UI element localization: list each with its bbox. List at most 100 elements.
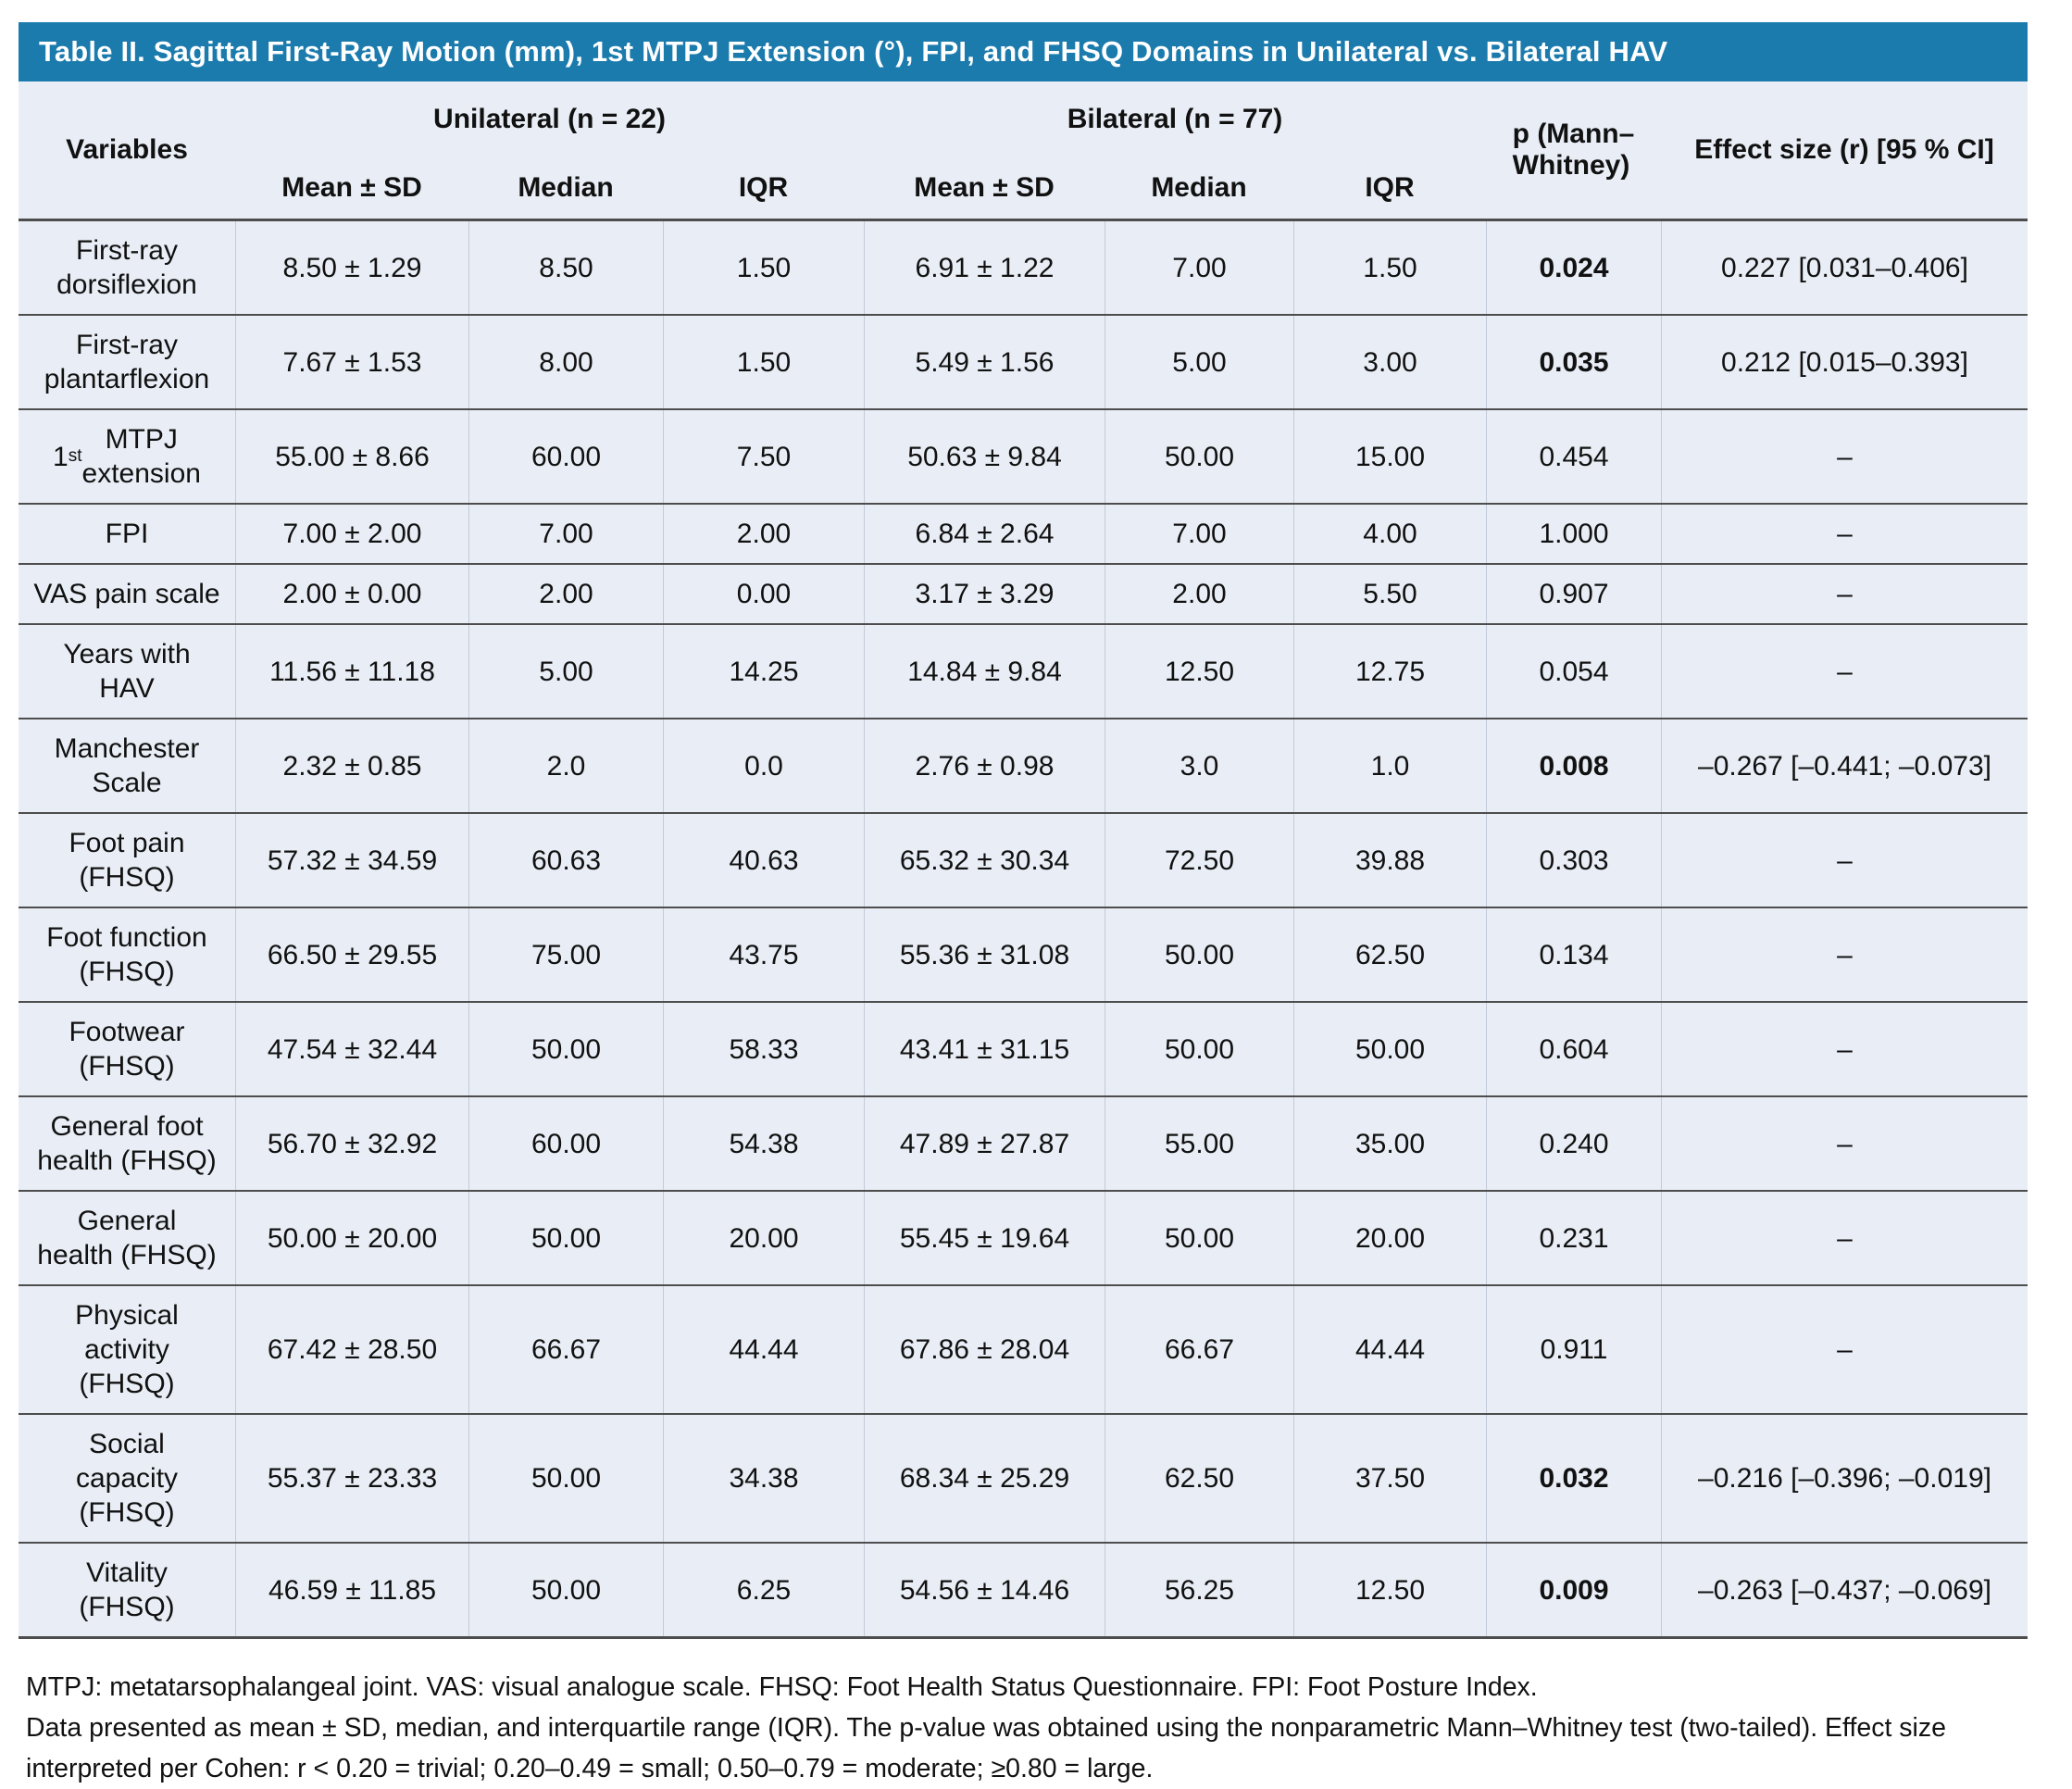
cell-bilateral-median: 66.67 [1105, 1286, 1293, 1413]
cell-variable: General foot health (FHSQ) [37, 1111, 217, 1176]
footnote-methods: Data presented as mean ± SD, median, and… [26, 1713, 1946, 1783]
cell-bilateral-mean-sd: 5.49 ± 1.56 [864, 316, 1105, 408]
cell-bilateral-iqr: 62.50 [1293, 908, 1486, 1001]
cell-bilateral-mean-sd: 67.86 ± 28.04 [864, 1286, 1105, 1413]
cell-unilateral-iqr: 1.50 [663, 221, 864, 314]
col-header-effect-size: Effect size (r) [95 % CI] [1694, 134, 1994, 165]
cell-p-value: 0.303 [1486, 814, 1661, 907]
cell-bilateral-mean-sd: 55.45 ± 19.64 [864, 1192, 1105, 1284]
cell-p-value: 0.134 [1486, 908, 1661, 1001]
col-group-bilateral: Bilateral (n = 77) [1067, 104, 1283, 134]
cell-p-value: 0.032 [1486, 1415, 1661, 1542]
cell-variable: Foot pain (FHSQ) [69, 828, 185, 893]
cell-variable: First-ray dorsiflexion [56, 235, 197, 300]
col-header-bi-mean-sd: Mean ± SD [914, 172, 1055, 203]
cell-bilateral-mean-sd: 68.34 ± 25.29 [864, 1415, 1105, 1542]
cell-bilateral-median: 55.00 [1105, 1097, 1293, 1190]
cell-bilateral-median: 5.00 [1105, 316, 1293, 408]
cell-unilateral-median: 50.00 [468, 1415, 663, 1542]
cell-unilateral-median: 60.63 [468, 814, 663, 907]
cell-bilateral-median: 62.50 [1105, 1415, 1293, 1542]
table-row: VAS pain scale 2.00 ± 0.00 2.00 0.00 3.1… [19, 565, 2028, 625]
table-row: Years with HAV 11.56 ± 11.18 5.00 14.25 … [19, 625, 2028, 719]
p-header-text: p (Mann– Whitney) [1512, 119, 1635, 181]
col-header-uni-mean-sd: Mean ± SD [281, 172, 422, 203]
cell-unilateral-iqr: 2.00 [663, 505, 864, 563]
cell-variable: Social capacity (FHSQ) [75, 1429, 179, 1528]
cell-bilateral-iqr: 12.50 [1293, 1544, 1486, 1636]
table-row: Vitality (FHSQ) 46.59 ± 11.85 50.00 6.25… [19, 1544, 2028, 1636]
cell-unilateral-median: 2.0 [468, 719, 663, 812]
cell-p-value: 0.024 [1486, 221, 1661, 314]
cell-bilateral-iqr: 3.00 [1293, 316, 1486, 408]
cell-variable: FPI [105, 519, 149, 549]
cell-unilateral-median: 8.50 [468, 221, 663, 314]
cell-unilateral-iqr: 44.44 [663, 1286, 864, 1413]
cell-unilateral-mean-sd: 56.70 ± 32.92 [235, 1097, 468, 1190]
cell-unilateral-mean-sd: 2.32 ± 0.85 [235, 719, 468, 812]
cell-variable: Years with HAV [63, 639, 191, 704]
cell-effect-size: –0.263 [–0.437; –0.069] [1661, 1544, 2028, 1636]
cell-bilateral-median: 7.00 [1105, 505, 1293, 563]
cell-p-value: 0.035 [1486, 316, 1661, 408]
col-header-variables: Variables [66, 134, 188, 165]
cell-unilateral-mean-sd: 50.00 ± 20.00 [235, 1192, 468, 1284]
cell-unilateral-mean-sd: 46.59 ± 11.85 [235, 1544, 468, 1636]
cell-bilateral-iqr: 4.00 [1293, 505, 1486, 563]
cell-unilateral-mean-sd: 2.00 ± 0.00 [235, 565, 468, 623]
cell-effect-size: 0.227 [0.031–0.406] [1661, 221, 2028, 314]
cell-unilateral-mean-sd: 55.37 ± 23.33 [235, 1415, 468, 1542]
cell-p-value: 0.454 [1486, 410, 1661, 503]
cell-unilateral-mean-sd: 47.54 ± 32.44 [235, 1003, 468, 1095]
cell-p-value: 0.240 [1486, 1097, 1661, 1190]
cell-bilateral-iqr: 1.0 [1293, 719, 1486, 812]
cell-p-value: 0.054 [1486, 625, 1661, 718]
table-row: FPI 7.00 ± 2.00 7.00 2.00 6.84 ± 2.64 7.… [19, 505, 2028, 565]
cell-variable: Footwear (FHSQ) [69, 1017, 185, 1082]
cell-unilateral-median: 66.67 [468, 1286, 663, 1413]
cell-effect-size: – [1661, 410, 2028, 503]
cell-variable: Physical activity (FHSQ) [75, 1300, 179, 1399]
cell-unilateral-mean-sd: 11.56 ± 11.18 [235, 625, 468, 718]
cell-bilateral-iqr: 5.50 [1293, 565, 1486, 623]
cell-bilateral-mean-sd: 55.36 ± 31.08 [864, 908, 1105, 1001]
cell-bilateral-median: 50.00 [1105, 410, 1293, 503]
cell-unilateral-iqr: 34.38 [663, 1415, 864, 1542]
cell-variable: First-ray plantarflexion [44, 330, 210, 394]
cell-bilateral-median: 12.50 [1105, 625, 1293, 718]
cell-p-value: 0.604 [1486, 1003, 1661, 1095]
cell-effect-size: – [1661, 908, 2028, 1001]
cell-variable: Foot function (FHSQ) [46, 922, 207, 987]
cell-variable: VAS pain scale [33, 579, 220, 609]
cell-unilateral-mean-sd: 8.50 ± 1.29 [235, 221, 468, 314]
cell-unilateral-iqr: 0.00 [663, 565, 864, 623]
col-header-uni-iqr: IQR [738, 172, 789, 203]
cell-effect-size: –0.267 [–0.441; –0.073] [1661, 719, 2028, 812]
cell-bilateral-median: 7.00 [1105, 221, 1293, 314]
cell-unilateral-mean-sd: 7.67 ± 1.53 [235, 316, 468, 408]
col-header-uni-median: Median [518, 172, 614, 203]
cell-bilateral-iqr: 20.00 [1293, 1192, 1486, 1284]
cell-unilateral-median: 50.00 [468, 1544, 663, 1636]
cell-bilateral-median: 2.00 [1105, 565, 1293, 623]
cell-effect-size: – [1661, 814, 2028, 907]
cell-p-value: 1.000 [1486, 505, 1661, 563]
table: Variables Unilateral (n = 22) Bilateral … [19, 81, 2028, 1639]
table-row: Manchester Scale 2.32 ± 0.85 2.0 0.0 2.7… [19, 719, 2028, 814]
cell-unilateral-iqr: 6.25 [663, 1544, 864, 1636]
cell-bilateral-mean-sd: 14.84 ± 9.84 [864, 625, 1105, 718]
cell-unilateral-mean-sd: 67.42 ± 28.50 [235, 1286, 468, 1413]
cell-unilateral-iqr: 0.0 [663, 719, 864, 812]
cell-effect-size: – [1661, 1286, 2028, 1413]
cell-variable: Vitality (FHSQ) [79, 1558, 175, 1622]
cell-bilateral-median: 56.25 [1105, 1544, 1293, 1636]
cell-effect-size: – [1661, 1003, 2028, 1095]
cell-bilateral-mean-sd: 6.91 ± 1.22 [864, 221, 1105, 314]
cell-effect-size: –0.216 [–0.396; –0.019] [1661, 1415, 2028, 1542]
cell-bilateral-median: 50.00 [1105, 908, 1293, 1001]
cell-p-value: 0.911 [1486, 1286, 1661, 1413]
col-group-unilateral: Unilateral (n = 22) [433, 104, 666, 134]
cell-bilateral-mean-sd: 3.17 ± 3.29 [864, 565, 1105, 623]
cell-unilateral-iqr: 7.50 [663, 410, 864, 503]
